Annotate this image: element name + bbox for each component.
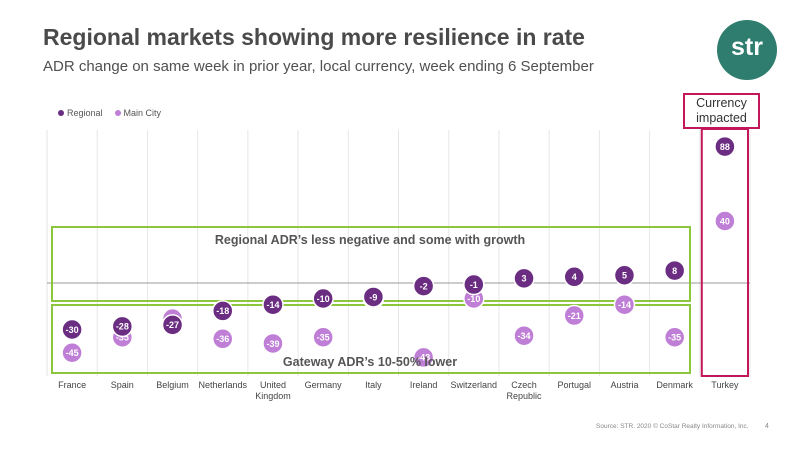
main-city-point	[61, 342, 83, 364]
main-city-point-label: -48	[417, 353, 430, 363]
legend-item-regional: Regional	[58, 108, 103, 118]
category-label: Denmark	[656, 380, 693, 390]
category-label: Portugal	[557, 380, 591, 390]
page-title: Regional markets showing more resilience…	[43, 24, 585, 50]
regional-point-label: 5	[622, 271, 627, 281]
category-label: France	[58, 380, 86, 390]
main-city-point-label: -21	[568, 311, 581, 321]
main-city-point-label: -14	[618, 300, 631, 310]
regional-point	[513, 267, 535, 290]
main-city-point-label: 40	[720, 216, 730, 226]
regional-point-label: -10	[317, 294, 330, 304]
main-city-point-label: -35	[317, 333, 330, 343]
category-label: Ireland	[410, 380, 438, 390]
regional-point-label: -1	[470, 280, 478, 290]
category-label: Austria	[610, 380, 638, 390]
regional-point-label: -2	[420, 281, 428, 291]
regional-point-label: -14	[266, 300, 279, 310]
main-city-point	[663, 326, 686, 348]
legend-dot-main-city	[114, 110, 121, 116]
page-subtitle: ADR change on same week in prior year, l…	[43, 58, 594, 75]
category-label: United Kingdom	[255, 380, 291, 401]
main-city-point-label: -36	[216, 334, 229, 344]
main-city-point-label: -39	[266, 339, 279, 349]
regional-point-label: -28	[116, 322, 129, 332]
regional-point	[161, 314, 184, 336]
regional-point	[362, 286, 385, 308]
main-city-point	[212, 328, 234, 350]
gateway-annotation-text: Gateway ADR’s 10-50% lower	[283, 355, 457, 369]
category-label: Belgium	[156, 380, 189, 390]
main-city-point	[312, 326, 334, 348]
currency-impacted-callout: Currency impacted	[683, 93, 760, 129]
regional-point-label: -18	[216, 306, 229, 316]
page-number: 4	[765, 423, 769, 430]
regional-point	[412, 275, 435, 297]
regional-point	[312, 287, 334, 310]
logo-text: str	[731, 33, 763, 61]
regional-point-label: 88	[720, 142, 730, 152]
main-city-point	[262, 332, 284, 355]
regional-point-label: -9	[369, 292, 377, 302]
main-city-point	[412, 346, 435, 369]
legend-label-main-city: Main City	[123, 108, 162, 118]
regional-point	[61, 318, 83, 341]
regional-point	[463, 273, 485, 296]
regional-point-label: 3	[522, 274, 527, 284]
category-label: Spain	[111, 380, 134, 390]
main-city-point-label: -45	[66, 348, 79, 358]
legend-label-regional: Regional	[67, 108, 103, 118]
str-logo: str	[717, 20, 777, 80]
category-label: Italy	[365, 380, 382, 390]
legend-dot-regional	[58, 110, 64, 116]
regional-point-label: 4	[572, 272, 577, 282]
main-city-point	[613, 293, 636, 316]
source-footer: Source: STR. 2020 © CoStar Realty Inform…	[596, 423, 749, 430]
category-label: Czech Republic	[507, 380, 543, 401]
regional-point	[714, 135, 736, 158]
regional-point-label: -30	[66, 325, 79, 335]
regional-point	[563, 266, 585, 288]
main-city-point-label: -10	[467, 294, 480, 304]
main-city-point	[563, 304, 585, 327]
turkey-highlight-box	[700, 128, 749, 377]
regional-annotation-text: Regional ADR’s less negative and some wi…	[215, 233, 525, 247]
chart-legend: Regional Main City	[58, 108, 161, 118]
category-label: Turkey	[711, 380, 739, 390]
regional-point	[212, 300, 234, 322]
category-label: Germany	[305, 380, 343, 390]
main-city-point-label: -35	[668, 333, 681, 343]
main-city-point	[714, 210, 736, 232]
main-city-point-label: -34	[518, 331, 531, 341]
regional-point	[262, 293, 284, 316]
regional-point	[663, 259, 686, 282]
main-city-point	[513, 324, 535, 347]
regional-point-label: 8	[672, 266, 677, 276]
regional-point	[111, 315, 134, 338]
category-label: Switzerland	[451, 380, 498, 390]
category-label: Netherlands	[198, 380, 247, 390]
legend-item-main-city: Main City	[114, 108, 162, 118]
regional-point	[613, 264, 636, 286]
regional-point-label: -27	[166, 320, 179, 330]
main-city-point-label: -35	[116, 333, 129, 343]
